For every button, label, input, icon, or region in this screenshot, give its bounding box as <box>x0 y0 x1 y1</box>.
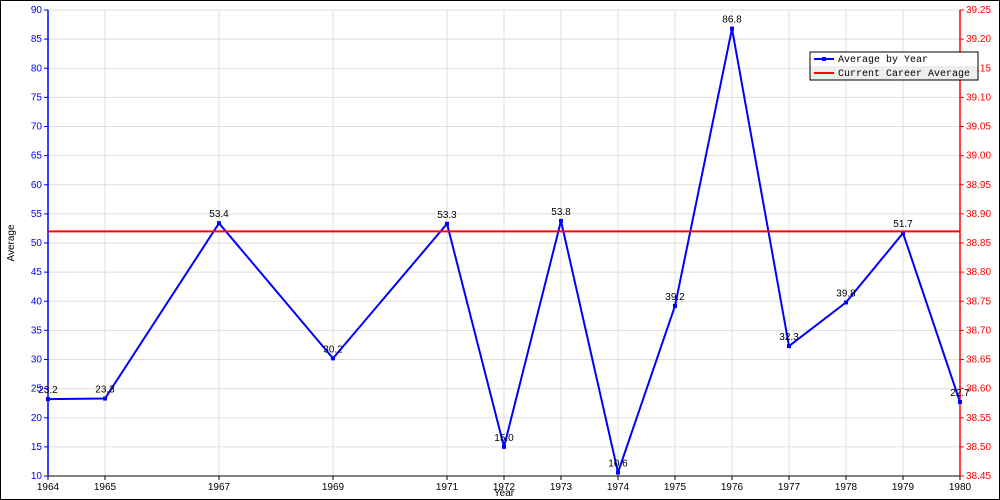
y-left-tick-label: 90 <box>31 5 43 16</box>
x-tick-label: 1980 <box>949 482 972 493</box>
data-label: 23.2 <box>38 385 58 396</box>
y-right-tick-label: 39.20 <box>966 34 991 45</box>
data-marker <box>502 445 506 449</box>
y-right-tick-label: 39.05 <box>966 122 991 133</box>
x-tick-label: 1969 <box>322 482 345 493</box>
x-tick-label: 1979 <box>892 482 915 493</box>
y-right-tick-label: 38.65 <box>966 355 991 366</box>
x-tick-label: 1978 <box>835 482 858 493</box>
x-axis-title: Year <box>494 488 515 499</box>
data-label: 39.2 <box>665 292 685 303</box>
y-right-tick-label: 39.25 <box>966 5 991 16</box>
x-tick-label: 1971 <box>436 482 459 493</box>
y-right-tick-label: 38.90 <box>966 209 991 220</box>
data-marker <box>616 471 620 475</box>
y-left-tick-label: 30 <box>31 355 43 366</box>
data-label: 53.8 <box>551 207 571 218</box>
y-right-tick-label: 38.60 <box>966 384 991 395</box>
data-label: 15.0 <box>494 433 514 444</box>
x-tick-label: 1965 <box>94 482 117 493</box>
data-label: 23.3 <box>95 385 115 396</box>
y-left-tick-label: 80 <box>31 63 43 74</box>
y-right-tick-label: 38.55 <box>966 413 991 424</box>
data-marker <box>46 397 50 401</box>
x-tick-label: 1976 <box>721 482 744 493</box>
x-tick-label: 1964 <box>37 482 60 493</box>
data-marker <box>559 219 563 223</box>
data-label: 51.7 <box>893 219 913 230</box>
y-left-tick-label: 10 <box>31 471 43 482</box>
x-tick-label: 1977 <box>778 482 801 493</box>
y-left-axis-title: Average <box>6 224 17 262</box>
data-label: 53.3 <box>437 210 457 221</box>
y-left-tick-label: 85 <box>31 34 43 45</box>
y-right-tick-label: 38.70 <box>966 325 991 336</box>
y-left-tick-label: 40 <box>31 296 43 307</box>
y-left-tick-label: 45 <box>31 267 43 278</box>
x-tick-label: 1967 <box>208 482 231 493</box>
data-marker <box>217 221 221 225</box>
x-tick-label: 1973 <box>550 482 573 493</box>
y-left-tick-label: 50 <box>31 238 43 249</box>
data-label: 10.6 <box>608 459 628 470</box>
y-left-tick-label: 20 <box>31 413 43 424</box>
y-right-tick-label: 38.85 <box>966 238 991 249</box>
x-tick-label: 1974 <box>607 482 630 493</box>
y-left-tick-label: 75 <box>31 92 43 103</box>
y-left-tick-label: 55 <box>31 209 43 220</box>
y-right-tick-label: 38.80 <box>966 267 991 278</box>
y-right-tick-label: 39.10 <box>966 92 991 103</box>
legend-label: Current Career Average <box>838 69 970 80</box>
y-right-tick-label: 38.45 <box>966 471 991 482</box>
chart-container: 1964196519671969197119721973197419751976… <box>0 0 1000 500</box>
y-left-tick-label: 60 <box>31 180 43 191</box>
data-marker <box>445 222 449 226</box>
data-marker <box>844 300 848 304</box>
data-label: 32.3 <box>779 332 799 343</box>
data-marker <box>730 27 734 31</box>
x-tick-label: 1975 <box>664 482 687 493</box>
y-left-tick-label: 70 <box>31 122 43 133</box>
data-marker <box>331 356 335 360</box>
data-label: 86.8 <box>722 15 742 26</box>
data-label: 53.4 <box>209 209 229 220</box>
data-label: 39.8 <box>836 288 856 299</box>
y-left-tick-label: 65 <box>31 151 43 162</box>
legend: Average by Year Current Career Average <box>810 52 978 80</box>
data-marker <box>787 344 791 348</box>
data-marker <box>103 397 107 401</box>
data-marker <box>958 400 962 404</box>
y-right-tick-label: 38.75 <box>966 296 991 307</box>
data-label: 30.2 <box>323 344 343 355</box>
y-left-tick-label: 15 <box>31 442 43 453</box>
legend-label: Average by Year <box>838 54 928 66</box>
y-right-tick-label: 39.00 <box>966 151 991 162</box>
y-left-tick-label: 35 <box>31 325 43 336</box>
y-right-tick-label: 38.95 <box>966 180 991 191</box>
dual-axis-line-chart: 1964196519671969197119721973197419751976… <box>0 0 1000 500</box>
data-marker <box>673 304 677 308</box>
data-label: 22.7 <box>950 388 970 399</box>
y-right-tick-label: 38.50 <box>966 442 991 453</box>
